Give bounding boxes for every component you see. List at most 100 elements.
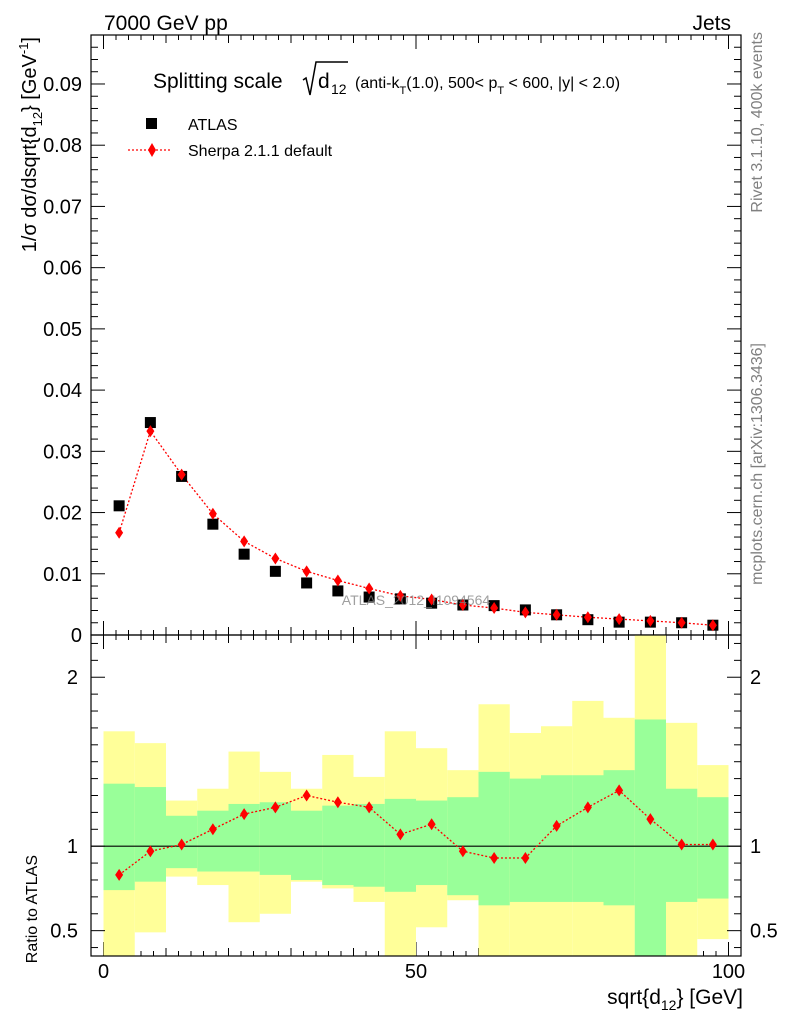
ylabel-sub: 12 <box>30 112 45 126</box>
data-point <box>113 500 125 512</box>
xlabel-end: } [GeV] <box>676 986 743 1009</box>
ratio-y-tick-label-right: 0.5 <box>750 921 778 943</box>
title-paren-a: (anti-k <box>355 75 400 92</box>
mc-ratio-point <box>146 845 155 858</box>
band-inner-bin <box>259 802 291 875</box>
band-inner-bin <box>384 798 416 892</box>
band-inner-bin <box>134 787 166 882</box>
mc-ratio-point <box>708 838 717 851</box>
mc-point <box>302 565 311 578</box>
ratio-y-tick-label-right: 2 <box>750 667 761 689</box>
title-paren-b-sub: T <box>497 85 504 97</box>
main-panel: 0 0.01 0.02 0.03 0.04 0.05 0.06 0.07 0.08 0.09 <box>43 34 742 956</box>
mc-ratio-point <box>333 796 342 809</box>
xlabel-main: sqrt{d <box>607 986 661 1009</box>
mc-point <box>708 619 717 632</box>
data-point <box>363 591 375 603</box>
y-tick-label: 0.01 <box>43 564 82 586</box>
mc-ratio-point <box>240 808 249 821</box>
ylabel-end: } [GeV <box>19 53 41 111</box>
mc-point <box>458 599 467 611</box>
mcplots-label: mcplots.cern.ch [arXiv:1306.3436] <box>749 343 766 585</box>
mc-point <box>240 535 249 548</box>
data-point <box>144 417 156 429</box>
title-sqrt-arg: d <box>318 70 330 93</box>
title-sqrt-sub: 12 <box>331 81 347 97</box>
y-tick-label: 0.03 <box>43 441 82 463</box>
y-axis-label: 1/σ dσ/dsqrt{d12} [GeV-1] <box>16 37 45 252</box>
legend: ATLAS Sherpa 2.1.1 default <box>128 117 333 160</box>
ratio-y-tick-label: 0.5 <box>50 921 78 943</box>
mc-point <box>115 526 124 539</box>
header-right: Jets <box>692 12 731 35</box>
x-axis-label: sqrt{d12} [GeV] <box>607 986 743 1013</box>
rivet-label: Rivet 3.1.10, 400k events <box>749 32 766 213</box>
mc-point <box>490 602 499 615</box>
data-point <box>269 565 281 577</box>
mc-ratio-point <box>490 852 499 865</box>
mc-ratio-point <box>552 819 561 832</box>
mc-point <box>333 574 342 587</box>
y-tick-label: 0.07 <box>43 196 82 218</box>
data-point <box>332 585 344 597</box>
title-paren-a-sub: T <box>399 85 406 97</box>
band-inner-bin <box>478 771 510 906</box>
y-tick-label: 0.06 <box>43 258 82 280</box>
svg-text:Splitting scale: Splitting scale <box>153 70 283 93</box>
mc-point <box>208 507 217 520</box>
sqrt-symbol <box>302 61 348 96</box>
y-tick-label: 0.08 <box>43 135 82 157</box>
ratio-y-axis-label: Ratio to ATLAS <box>24 855 41 963</box>
svg-text:(anti-kT(1.0), 500< pT < 600,: (anti-kT(1.0), 500< pT < 600, |y| < 2.0) <box>355 75 620 97</box>
x-tick-label: 100 <box>712 961 745 983</box>
band-inner-bin <box>541 775 573 902</box>
band-inner-bin <box>572 775 604 902</box>
y-tick-label: 0.02 <box>43 503 82 525</box>
watermark: ATLAS_2012_I1094564 <box>342 592 491 608</box>
y-tick-label: 0.05 <box>43 319 82 341</box>
mc-point <box>677 616 686 629</box>
legend-data-marker <box>146 118 157 129</box>
band-inner-bin <box>197 810 229 872</box>
mc-point <box>396 589 405 602</box>
ratio-y-tick-label-right: 1 <box>750 836 761 858</box>
mc-ratio-point <box>208 823 217 836</box>
mc-point <box>583 611 592 624</box>
mc-point <box>177 468 186 481</box>
band-inner-bin <box>416 800 448 886</box>
title-main: Splitting scale <box>153 70 283 93</box>
mc-point <box>365 582 374 595</box>
data-point <box>301 577 313 589</box>
xlabel-sub: 12 <box>661 997 677 1013</box>
title-paren-b: (1.0), 500< p <box>406 75 497 92</box>
mc-point <box>646 614 655 627</box>
band-inner-bin <box>353 803 385 887</box>
mc-ratio-point <box>115 868 124 881</box>
x-tick-label: 0 <box>98 961 109 983</box>
band-inner-bin <box>291 810 323 880</box>
title-paren-c: < 600, |y| < 2.0) <box>504 75 620 92</box>
plot-title: Splitting scale d 12 (anti-kT(1.0), 500<… <box>153 61 620 97</box>
legend-mc-marker <box>148 143 156 157</box>
legend-mc-label: Sherpa 2.1.1 default <box>188 143 333 160</box>
ylabel-close: ] <box>19 37 41 43</box>
ylabel-main: 1/σ dσ/dsqrt{d <box>19 126 41 252</box>
band-inner-bin <box>509 778 541 902</box>
mc-ratio-point <box>458 845 467 858</box>
header-left: 7000 GeV pp <box>104 12 228 35</box>
band-inner-bin <box>322 805 354 886</box>
y-tick-label: 0.09 <box>43 74 82 96</box>
mc-ratio-point <box>177 838 186 851</box>
mc-point <box>146 425 155 438</box>
mc-ratio-point <box>583 801 592 814</box>
y-tick-label: 0.04 <box>43 380 82 402</box>
mc-ratio-point <box>427 818 436 831</box>
mc-ratio-point <box>677 838 686 851</box>
mc-ratio-point <box>271 801 280 814</box>
mc-ratio-point <box>365 801 374 814</box>
legend-data-label: ATLAS <box>188 117 238 134</box>
mc-point <box>427 593 436 606</box>
mc-ratio-point <box>396 828 405 841</box>
